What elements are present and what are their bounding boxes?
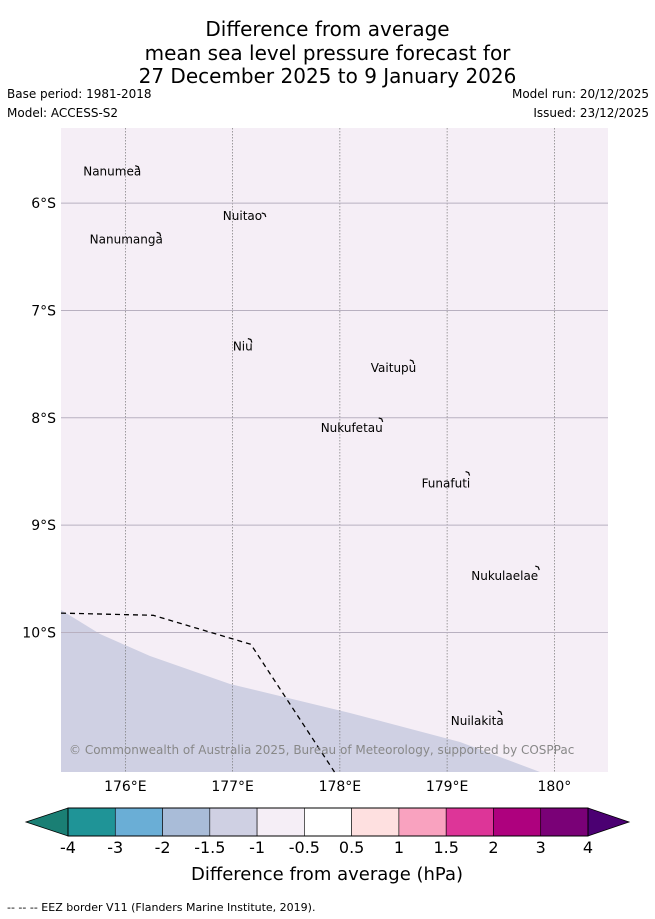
colorbar-tick-label: -3 bbox=[107, 838, 123, 857]
colorbar-tick-label: -2 bbox=[155, 838, 171, 857]
colorbar-tick-label: 2 bbox=[488, 838, 498, 857]
colorbar-tick-label: -0.5 bbox=[289, 838, 320, 857]
island-shape bbox=[409, 359, 415, 365]
island-shape bbox=[378, 417, 384, 423]
lat-tick-label: 9°S bbox=[31, 518, 56, 534]
title-line-2: mean sea level pressure forecast for bbox=[144, 41, 511, 65]
colorbar-swatch bbox=[114, 807, 163, 837]
colorbar-swatch bbox=[67, 807, 116, 837]
colorbar-outline bbox=[67, 807, 589, 837]
model-run: Model run: 20/12/2025 bbox=[511, 87, 649, 101]
lon-tick-label: 177°E bbox=[211, 779, 254, 795]
island-shape bbox=[497, 710, 503, 716]
colorbar-swatch bbox=[304, 807, 352, 837]
colorbar-swatch bbox=[540, 807, 589, 837]
colorbar-tick-label: 1.5 bbox=[433, 838, 458, 857]
colorbar-tick-label: 3 bbox=[536, 838, 546, 857]
base-period: Base period: 1981-2018 bbox=[7, 87, 152, 101]
place-label: Nanumea bbox=[83, 165, 141, 179]
lat-tick-label: 8°S bbox=[31, 411, 56, 427]
issued-date: Issued: 23/12/2025 bbox=[533, 106, 649, 120]
title-line-1: Difference from average bbox=[205, 17, 450, 41]
colorbar-tick-label: -4 bbox=[60, 838, 76, 857]
axis-labels: 176°E 177°E 178°E 179°E 180° 6°S 7°S 8°S 9°S 10°S bbox=[22, 196, 571, 795]
colorbar-swatch bbox=[493, 807, 542, 837]
place-label: Nukufetau bbox=[321, 421, 383, 435]
island-shape bbox=[247, 337, 253, 343]
lon-tick-label: 179°E bbox=[426, 779, 469, 795]
place-label: Vaitupu bbox=[371, 361, 417, 375]
colorbar-label: Difference from average (hPa) bbox=[191, 864, 463, 885]
colorbar-swatch bbox=[445, 807, 494, 837]
island-shape bbox=[535, 565, 540, 571]
lat-tick-label: 10°S bbox=[22, 625, 56, 641]
place-label: Funafuti bbox=[422, 477, 471, 491]
place-labels: Nanumea Nuitao Nanumanga Niu Vaitupu Nukufeta… bbox=[83, 165, 540, 728]
colorbar-over-arrow bbox=[587, 807, 631, 837]
lon-tick-label: 180° bbox=[538, 779, 572, 795]
colorbar-swatch bbox=[209, 807, 258, 837]
island-shape bbox=[156, 231, 162, 237]
colorbar-swatch bbox=[256, 807, 305, 837]
lat-tick-label: 6°S bbox=[31, 196, 56, 212]
lat-tick-label: 7°S bbox=[31, 303, 56, 319]
colorbar-tick-label: 1 bbox=[394, 838, 404, 857]
colorbar-swatch bbox=[398, 807, 447, 837]
island-shape bbox=[465, 471, 471, 476]
island-shape bbox=[261, 212, 267, 218]
copyright-text: © Commonwealth of Australia 2025, Bureau… bbox=[69, 743, 574, 757]
colorbar-under-arrow bbox=[24, 807, 69, 837]
colorbar-tick-label: 0.5 bbox=[339, 838, 364, 857]
island-shape bbox=[135, 165, 140, 170]
pressure-band-minus-1-5 bbox=[61, 610, 540, 772]
place-label: Nuitao bbox=[223, 209, 262, 223]
colorbar-tick-label: -1.5 bbox=[194, 838, 225, 857]
title-line-3: 27 December 2025 to 9 January 2026 bbox=[138, 64, 517, 88]
colorbar-tick-label: 4 bbox=[583, 838, 593, 857]
place-label: Nanumanga bbox=[90, 232, 163, 246]
colorbar-swatch bbox=[162, 807, 211, 837]
place-label: Niu bbox=[233, 340, 253, 354]
place-label: Nuilakita bbox=[451, 714, 504, 728]
lon-tick-label: 178°E bbox=[319, 779, 362, 795]
place-label: Nukulaelae bbox=[471, 569, 538, 583]
eez-border-line bbox=[60, 612, 336, 773]
graticule bbox=[61, 128, 608, 772]
lon-tick-label: 176°E bbox=[104, 779, 147, 795]
colorbar-tick-label: -1 bbox=[249, 838, 265, 857]
eez-footnote: -- -- -- EEZ border V11 (Flanders Marine… bbox=[7, 901, 315, 914]
colorbar: -4 -3 -2 -1.5 -1 -0.5 0.5 1 1.5 2 3 4 bbox=[24, 807, 631, 857]
colorbar-swatch bbox=[351, 807, 400, 837]
model-name: Model: ACCESS-S2 bbox=[7, 106, 119, 120]
